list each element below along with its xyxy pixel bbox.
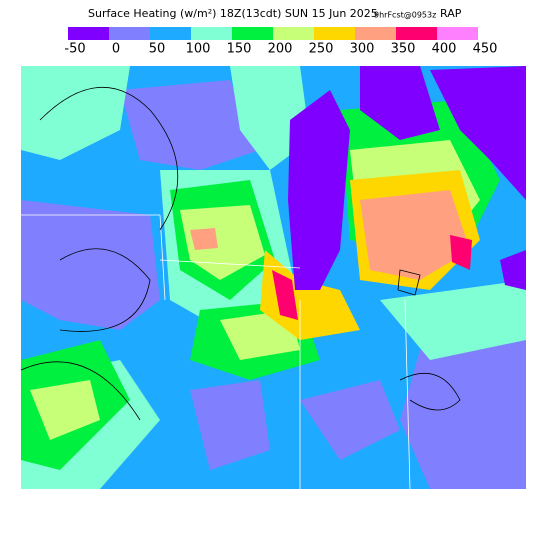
legend-swatch <box>437 27 478 40</box>
legend-swatch <box>150 27 191 40</box>
legend-label: 100 <box>186 42 211 57</box>
legend-swatch <box>396 27 437 40</box>
legend-label: 350 <box>391 42 416 57</box>
legend-swatch <box>314 27 355 40</box>
legend-label: 450 <box>473 42 498 57</box>
legend-swatch <box>68 27 109 40</box>
run-info: 9hrFcst@0953z <box>374 11 436 20</box>
legend-swatch <box>232 27 273 40</box>
legend-label: 300 <box>350 42 375 57</box>
legend-label: 0 <box>112 42 120 57</box>
title: Surface Heating (w/m²) 18Z(13cdt) SUN 15… <box>88 7 378 20</box>
map <box>21 66 526 489</box>
model: RAP <box>440 7 462 20</box>
legend-label: 50 <box>149 42 166 57</box>
legend-label: -50 <box>64 42 85 57</box>
legend-label: 200 <box>268 42 293 57</box>
legend-swatch <box>273 27 314 40</box>
legend-swatch <box>191 27 232 40</box>
color-legend: -50 0 50 100 150 200 250 300 350 400 450 <box>64 27 497 57</box>
legend-swatch <box>109 27 150 40</box>
legend-label: 400 <box>432 42 457 57</box>
legend-label: 150 <box>227 42 252 57</box>
legend-label: 250 <box>309 42 334 57</box>
legend-swatch <box>355 27 396 40</box>
